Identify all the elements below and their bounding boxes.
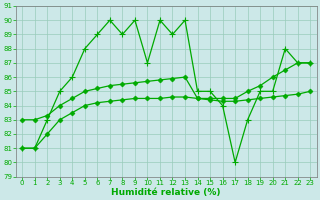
X-axis label: Humidité relative (%): Humidité relative (%) <box>111 188 221 197</box>
